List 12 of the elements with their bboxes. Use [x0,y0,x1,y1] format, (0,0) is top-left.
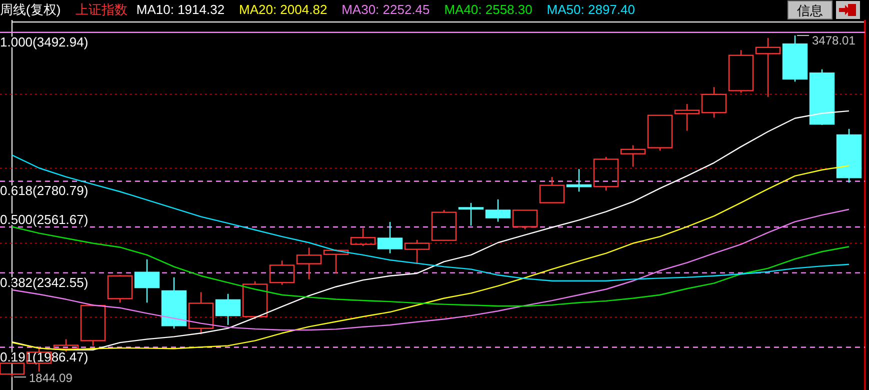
text: MA50: 2897.40 [546,2,635,17]
annotation: 1844.09 [29,371,73,386]
annotation: 3478.01 [812,33,856,48]
text: MA40: 2558.30 [444,2,532,17]
chart-title: 周线(复权) [0,2,61,17]
chart-subtitle: 上证指数 [75,2,128,17]
text: MA20: 2004.82 [239,2,328,17]
text: MA30: 2252.45 [342,2,430,17]
text: 信息 [797,3,823,18]
text: MA10: 1914.32 [136,2,225,17]
candlestick [134,258,160,304]
candlestick [755,37,781,98]
